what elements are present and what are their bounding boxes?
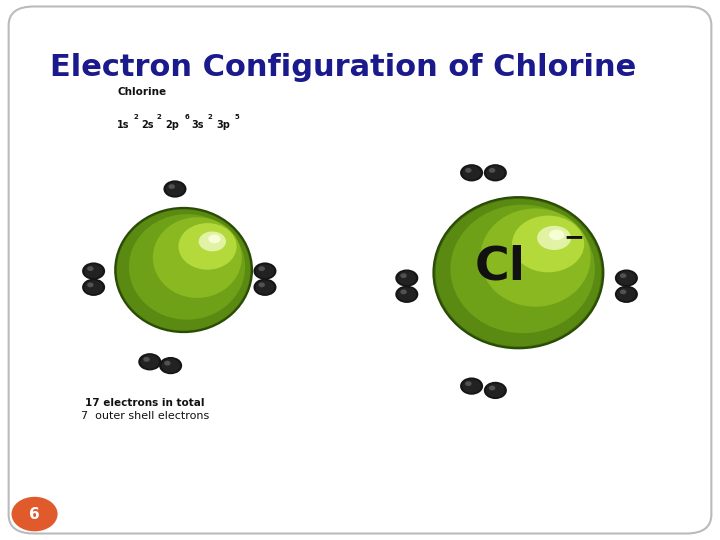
Circle shape bbox=[484, 382, 507, 399]
Circle shape bbox=[400, 289, 407, 294]
Ellipse shape bbox=[179, 223, 237, 269]
Circle shape bbox=[486, 166, 505, 180]
Circle shape bbox=[253, 279, 276, 296]
Text: 2: 2 bbox=[133, 114, 138, 120]
Circle shape bbox=[395, 286, 418, 303]
Circle shape bbox=[143, 357, 150, 362]
Circle shape bbox=[82, 279, 105, 296]
Circle shape bbox=[484, 164, 507, 181]
Ellipse shape bbox=[129, 214, 245, 320]
Text: 2: 2 bbox=[207, 114, 212, 120]
Circle shape bbox=[87, 282, 94, 287]
Circle shape bbox=[465, 168, 472, 173]
Circle shape bbox=[84, 280, 103, 294]
Circle shape bbox=[462, 379, 481, 393]
Text: 2: 2 bbox=[157, 114, 162, 120]
Circle shape bbox=[258, 266, 265, 271]
Ellipse shape bbox=[537, 226, 571, 250]
Text: 5: 5 bbox=[235, 114, 240, 120]
Ellipse shape bbox=[199, 232, 226, 252]
Circle shape bbox=[168, 184, 175, 189]
Circle shape bbox=[87, 266, 94, 271]
Text: 2p: 2p bbox=[165, 119, 179, 130]
Circle shape bbox=[489, 386, 495, 390]
Text: 3p: 3p bbox=[216, 119, 230, 130]
Circle shape bbox=[84, 264, 103, 278]
Circle shape bbox=[253, 262, 276, 280]
Text: 2s: 2s bbox=[141, 119, 153, 130]
Circle shape bbox=[462, 166, 481, 180]
Circle shape bbox=[256, 280, 274, 294]
Ellipse shape bbox=[512, 215, 584, 272]
Text: Cl: Cl bbox=[475, 245, 526, 290]
Ellipse shape bbox=[436, 199, 601, 347]
Text: 1s: 1s bbox=[117, 119, 130, 130]
Ellipse shape bbox=[480, 208, 590, 307]
Circle shape bbox=[163, 180, 186, 198]
Circle shape bbox=[620, 289, 626, 294]
Circle shape bbox=[395, 269, 418, 287]
Circle shape bbox=[258, 282, 265, 287]
Text: 7  outer shell electrons: 7 outer shell electrons bbox=[81, 411, 210, 421]
Ellipse shape bbox=[208, 234, 220, 244]
Text: 6: 6 bbox=[30, 507, 40, 522]
Circle shape bbox=[256, 264, 274, 278]
Circle shape bbox=[12, 497, 58, 531]
Circle shape bbox=[615, 269, 638, 287]
FancyBboxPatch shape bbox=[9, 6, 711, 534]
Circle shape bbox=[140, 355, 159, 369]
Circle shape bbox=[486, 383, 505, 397]
Ellipse shape bbox=[451, 205, 595, 333]
Circle shape bbox=[138, 353, 161, 370]
Ellipse shape bbox=[153, 217, 242, 298]
Circle shape bbox=[615, 286, 638, 303]
Ellipse shape bbox=[549, 230, 564, 240]
Ellipse shape bbox=[433, 197, 603, 348]
Circle shape bbox=[400, 273, 407, 278]
Circle shape bbox=[397, 271, 416, 285]
Circle shape bbox=[460, 164, 483, 181]
Circle shape bbox=[620, 273, 626, 278]
Circle shape bbox=[460, 377, 483, 395]
Text: 6: 6 bbox=[184, 114, 189, 120]
Ellipse shape bbox=[115, 208, 252, 332]
Ellipse shape bbox=[117, 210, 251, 330]
Circle shape bbox=[82, 262, 105, 280]
Text: 17 electrons in total: 17 electrons in total bbox=[85, 397, 204, 408]
Circle shape bbox=[397, 287, 416, 301]
Text: 3s: 3s bbox=[192, 119, 204, 130]
Text: −: − bbox=[564, 226, 585, 249]
Circle shape bbox=[164, 361, 171, 366]
Circle shape bbox=[465, 381, 472, 386]
Circle shape bbox=[617, 271, 636, 285]
Circle shape bbox=[161, 359, 180, 373]
Circle shape bbox=[489, 168, 495, 173]
Text: Chlorine: Chlorine bbox=[117, 87, 166, 97]
Text: Electron Configuration of Chlorine: Electron Configuration of Chlorine bbox=[50, 53, 636, 82]
Circle shape bbox=[617, 287, 636, 301]
Circle shape bbox=[166, 182, 184, 196]
Circle shape bbox=[159, 357, 182, 374]
